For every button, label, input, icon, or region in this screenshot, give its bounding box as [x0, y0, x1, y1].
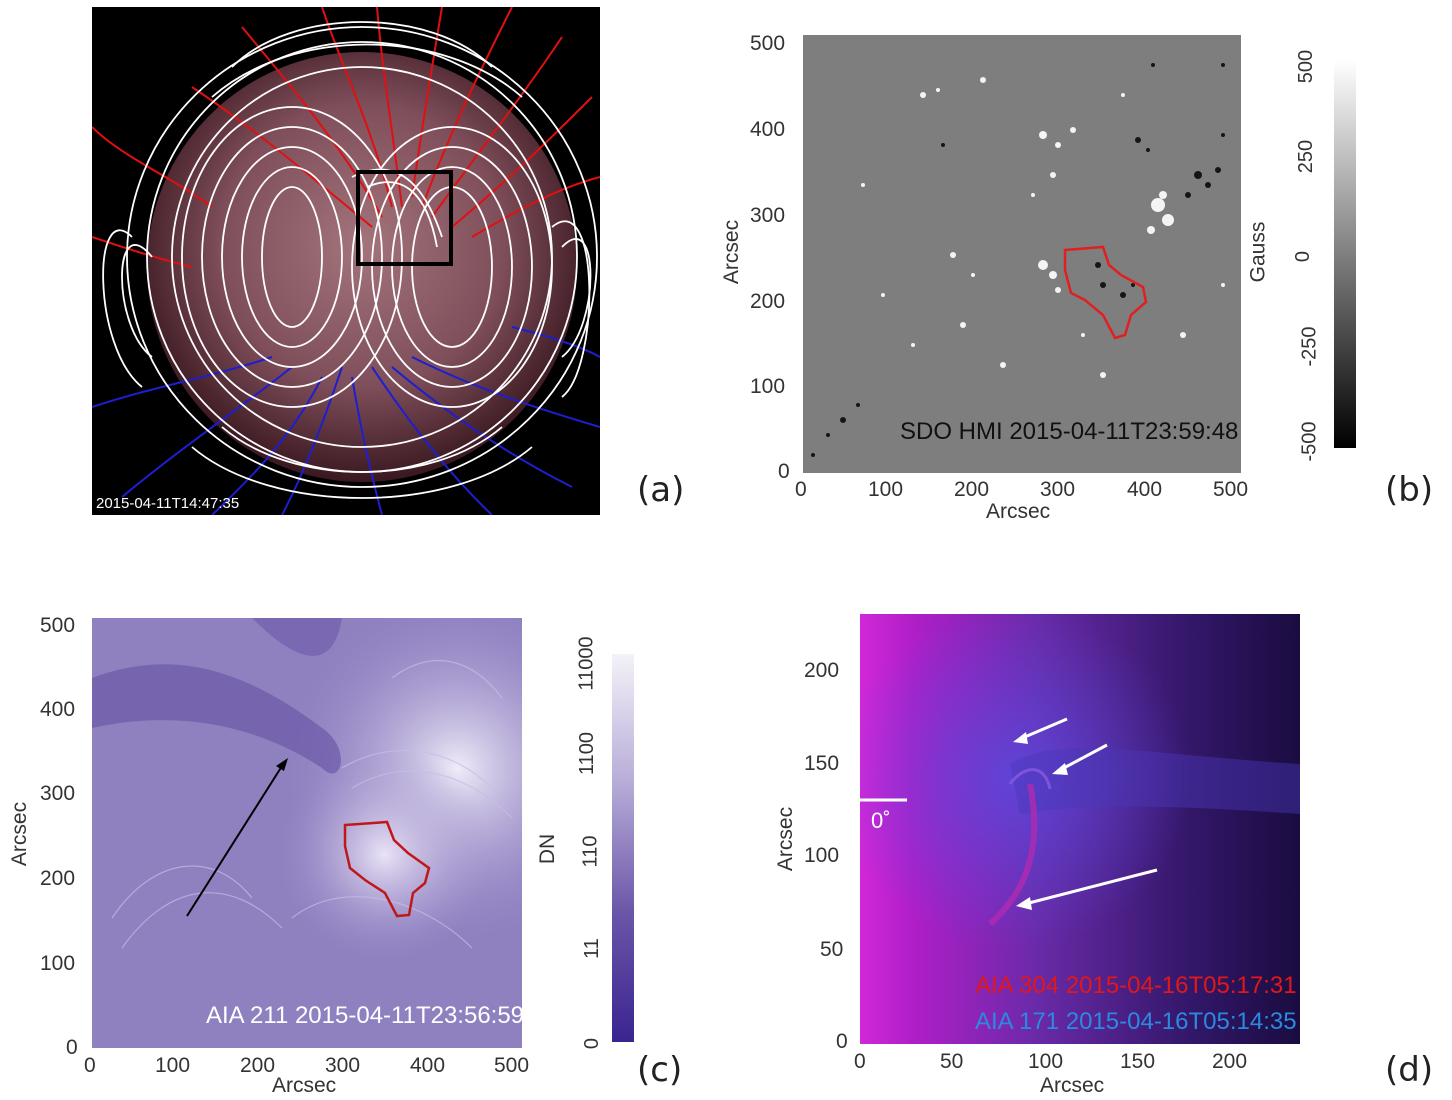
y-tick: 100: [40, 952, 76, 975]
aia304-caption: AIA 304 2015-04-16T05:17:31: [975, 972, 1297, 999]
x-axis-label: Arcsec: [272, 1074, 337, 1097]
hmi-magnetogram-image: .: [803, 35, 1241, 473]
arrow: [1019, 717, 1068, 741]
x-tick: 150: [1120, 1050, 1156, 1073]
y-tick: 300: [40, 782, 76, 805]
x-tick: 400: [410, 1054, 446, 1077]
region-contour: [1063, 245, 1148, 340]
panel-c: AIA 211 2015-04-11T23:56:59 0 100 200 30…: [0, 612, 680, 1100]
pfss-field-image: [91, 6, 601, 516]
y-axis-label: Arcsec: [8, 801, 32, 867]
colorbar: [1334, 60, 1356, 448]
y-tick: 200: [750, 290, 786, 313]
x-axis-label: Arcsec: [986, 500, 1051, 523]
colorbar-tick: 250: [1295, 139, 1318, 174]
panel-a: 2015-04-11T14:47:35: [91, 6, 601, 516]
x-axis-label: Arcsec: [1040, 1074, 1105, 1097]
y-tick: 0: [836, 1030, 848, 1053]
arrow-head: [1016, 897, 1032, 910]
aia171-caption: AIA 171 2015-04-16T05:14:35: [975, 1008, 1297, 1035]
timestamp-label: 2015-04-11T14:47:35: [96, 495, 240, 512]
y-tick: 50: [820, 938, 844, 961]
y-tick: 400: [40, 698, 76, 721]
y-axis-label: Arcsec: [774, 806, 798, 872]
colorbar: [612, 654, 634, 1042]
panel-letter-d: (d): [1385, 1050, 1434, 1090]
x-tick: 200: [1212, 1050, 1248, 1073]
colorbar-label: Gauss: [1246, 221, 1270, 283]
x-tick: 0: [84, 1054, 96, 1077]
x-tick: 100: [155, 1054, 191, 1077]
y-tick: 500: [40, 614, 76, 637]
colorbar-tick: 11000: [575, 636, 598, 691]
y-tick: 0: [778, 460, 790, 483]
y-axis-label: Arcsec: [720, 219, 744, 285]
colorbar-tick: 1100: [576, 731, 599, 776]
y-tick: 400: [750, 118, 786, 141]
y-tick: 200: [804, 659, 840, 682]
panel-letter-b: (b): [1385, 470, 1434, 510]
y-tick: 500: [750, 32, 786, 55]
x-tick: 500: [494, 1054, 530, 1077]
x-tick: 100: [1028, 1050, 1064, 1073]
region-contour: [343, 820, 431, 918]
y-tick: 300: [750, 204, 786, 227]
y-tick: 0: [66, 1036, 78, 1059]
panel-letter-a: (a): [637, 470, 685, 510]
x-tick: 400: [1127, 478, 1163, 501]
x-tick: 100: [868, 478, 904, 501]
y-tick: 150: [804, 752, 840, 775]
x-tick: 200: [240, 1054, 276, 1077]
y-tick: 100: [804, 844, 840, 867]
colorbar-tick: -250: [1298, 326, 1321, 367]
y-tick: 100: [750, 375, 786, 398]
arrow: [186, 765, 283, 917]
arrow-head: [276, 758, 288, 771]
aia-composite-image: [860, 614, 1300, 1044]
y-tick: 200: [40, 867, 76, 890]
hmi-caption-text: SDO HMI 2015-04-11T23:59:48: [900, 418, 1239, 445]
x-tick: 500: [1213, 478, 1249, 501]
colorbar-label: DN: [536, 833, 560, 865]
panel-d: 0˚ AIA 304 2015-04-16T05:17:31 AIA 171 2…: [760, 612, 1320, 1100]
colorbar-tick: 11: [580, 938, 603, 959]
colorbar-tick: 0: [1292, 250, 1315, 263]
colorbar-tick: -500: [1298, 421, 1321, 462]
panel-letter-c: (c): [637, 1050, 683, 1090]
panel-b: . SDO HMI 2015-04-11T23:59:48 0 100 200 …: [700, 20, 1356, 530]
active-region-box: [356, 170, 453, 266]
colorbar-tick: 500: [1295, 49, 1318, 84]
angle-label: 0˚: [871, 808, 891, 833]
arrow: [1059, 743, 1108, 772]
arrow-head: [1052, 763, 1068, 775]
x-tick: 300: [1040, 478, 1076, 501]
x-tick: 50: [940, 1050, 964, 1073]
arrow: [1024, 868, 1158, 906]
arrow-head: [1013, 732, 1028, 744]
x-tick: 300: [325, 1054, 361, 1077]
colorbar-tick: 0: [581, 1037, 604, 1050]
colorbar-tick: 110: [579, 835, 602, 868]
x-tick: 200: [954, 478, 990, 501]
aia211-image: [92, 618, 522, 1048]
x-tick: 0: [795, 478, 807, 501]
aia211-caption: AIA 211 2015-04-11T23:56:59: [206, 1002, 525, 1029]
x-tick: 0: [854, 1050, 866, 1073]
